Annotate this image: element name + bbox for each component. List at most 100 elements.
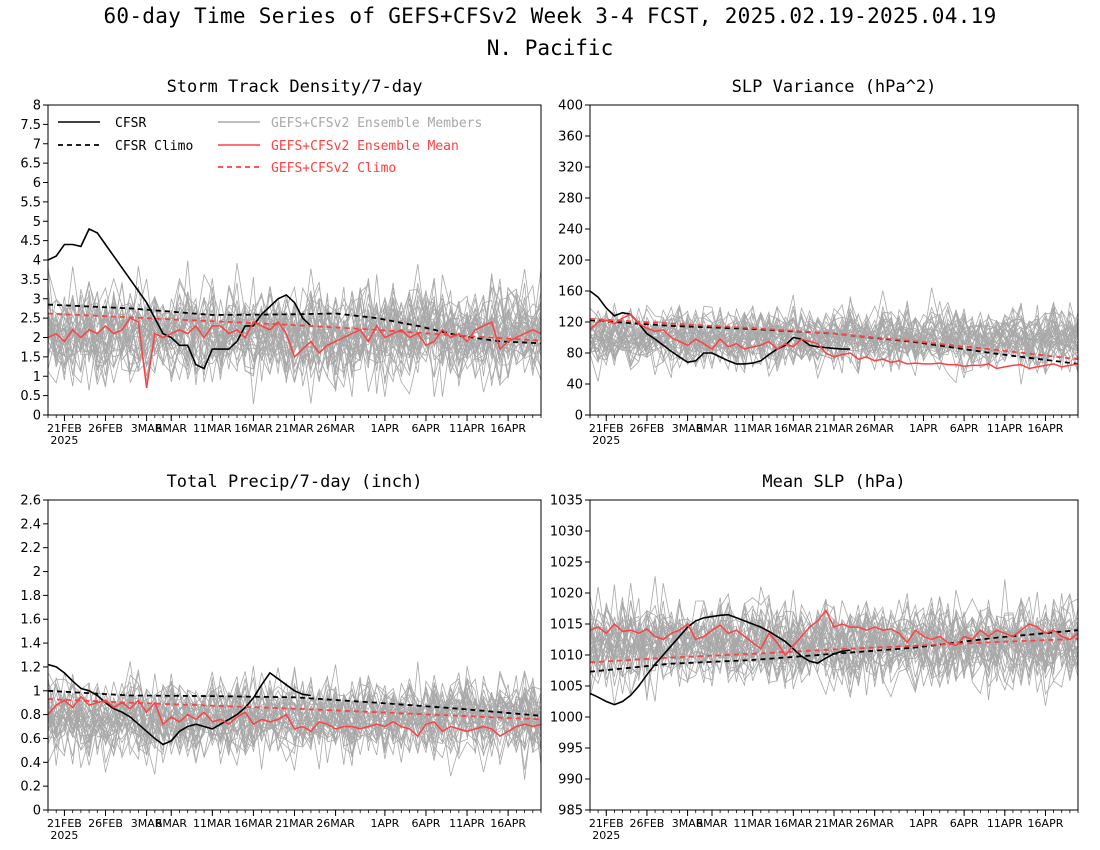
cfsr-line: [590, 613, 851, 706]
x-tick-label: 26FEB: [630, 422, 665, 435]
y-tick-label: 1.4: [20, 637, 41, 652]
x-tick-label: 16APR: [1028, 817, 1064, 830]
y-tick-label: 1.2: [20, 660, 41, 675]
y-tick-label: 1000: [550, 711, 583, 726]
ensemble-member-line: [48, 669, 541, 753]
y-tick-label: 1030: [550, 525, 583, 540]
y-tick-label: 0: [575, 409, 583, 424]
x-tick-label: 11MAR: [733, 817, 772, 830]
ensemble-member-line: [48, 675, 541, 765]
ensemble-mean-line: [48, 695, 541, 738]
y-tick-label: 5.5: [20, 195, 41, 210]
y-tick-label: 1: [33, 370, 41, 385]
x-tick-label: 26FEB: [88, 817, 123, 830]
x-tick-label: 1APR: [909, 817, 938, 830]
x-tick-label: 26FEB: [88, 422, 123, 435]
ensemble-member-line: [48, 684, 541, 780]
ensemble-member-line: [590, 603, 1078, 682]
y-tick-label: 1010: [550, 649, 583, 664]
ensemble-member-line: [48, 676, 541, 756]
ensemble-member-line: [590, 313, 1078, 371]
plot-area: [48, 227, 541, 405]
gefs-climo-line: [590, 638, 1078, 664]
legend-cfsr-climo-label: CFSR Climo: [115, 139, 193, 154]
ensemble-member-line: [48, 295, 541, 379]
x-tick-label: 16APR: [490, 422, 526, 435]
x-tick-label: 11MAR: [193, 422, 232, 435]
cfsr-line: [48, 227, 312, 370]
y-tick-label: 2.6: [20, 494, 41, 509]
legend-members-label: GEFS+CFSv2 Ensemble Members: [271, 116, 482, 131]
ensemble-member-line: [48, 683, 541, 755]
ensemble-member-line: [48, 297, 541, 393]
legend-climo-label: GEFS+CFSv2 Climo: [271, 161, 396, 176]
legend: CFSR CFSR Climo GEFS+CFSv2 Ensemble Member…: [58, 116, 482, 176]
y-tick-label: 3: [33, 292, 41, 307]
y-tick-label: 990: [558, 773, 583, 788]
y-tick-label: 6: [33, 176, 41, 191]
cfsr-climo-line: [590, 629, 1078, 673]
plot-area: [590, 287, 1078, 385]
x-tick-label: 21MAR: [815, 422, 854, 435]
y-tick-label: 0: [33, 804, 41, 819]
x-tick-label: 11APR: [987, 817, 1023, 830]
y-tick-label: 400: [558, 99, 583, 114]
legend-cfsr-label: CFSR: [115, 116, 146, 131]
x-tick-label: 26MAR: [316, 817, 355, 830]
ensemble-member-line: [590, 310, 1078, 376]
x-tick-label: 21MAR: [275, 422, 314, 435]
y-tick-label: 120: [558, 316, 583, 331]
x-tick-label: 6MAR: [696, 817, 728, 830]
x-tick-label: 21FEB: [589, 817, 624, 830]
x-year-label: 2025: [592, 434, 620, 447]
ensemble-member-line: [590, 604, 1078, 688]
ensemble-member-line: [48, 278, 541, 391]
ensemble-member-line: [48, 674, 541, 766]
ensemble-member-line: [48, 274, 541, 383]
y-tick-label: 3.5: [20, 273, 41, 288]
panel-title: SLP Variance (hPa^2): [732, 77, 937, 97]
ensemble-member-line: [48, 681, 541, 777]
x-tick-label: 21FEB: [589, 422, 624, 435]
y-tick-label: 2.5: [20, 312, 41, 327]
y-tick-label: 1020: [550, 587, 583, 602]
x-tick-label: 3MAR: [672, 422, 704, 435]
ensemble-member-line: [48, 661, 541, 755]
y-tick-label: 1005: [550, 680, 583, 695]
y-tick-label: 0.8: [20, 708, 41, 723]
y-tick-label: 4.5: [20, 234, 41, 249]
x-tick-label: 1APR: [370, 422, 399, 435]
y-tick-label: 0.5: [20, 389, 41, 404]
x-tick-label: 6APR: [950, 422, 979, 435]
x-tick-label: 16MAR: [774, 422, 813, 435]
x-tick-label: 21FEB: [47, 817, 82, 830]
ensemble-member-line: [48, 295, 541, 391]
ensemble-mean-line: [590, 313, 1078, 370]
x-tick-label: 6APR: [412, 817, 441, 830]
ensemble-member-line: [590, 309, 1078, 367]
x-tick-label: 11APR: [987, 422, 1023, 435]
gefs-climo-line: [48, 312, 541, 342]
y-tick-label: 160: [558, 285, 583, 300]
x-tick-label: 16MAR: [774, 817, 813, 830]
y-tick-label: 1025: [550, 556, 583, 571]
plot-area: [48, 661, 541, 780]
x-tick-label: 3MAR: [672, 817, 704, 830]
x-tick-label: 11APR: [449, 422, 485, 435]
figure-subtitle-region: N. Pacific: [486, 36, 614, 60]
y-tick-label: 985: [558, 804, 583, 819]
cfsr-line: [48, 663, 312, 746]
ensemble-member-line: [590, 287, 1078, 385]
y-tick-label: 1015: [550, 618, 583, 633]
chart-panel-1: Storm Track Density/7-day 0 0.5 1 1.5 2 2.5 3 3.…: [20, 77, 542, 447]
y-tick-label: 280: [558, 192, 583, 207]
x-tick-label: 21FEB: [47, 422, 82, 435]
y-tick-label: 320: [558, 161, 583, 176]
panel-title: Mean SLP (hPa): [762, 472, 905, 492]
chart-panel-2: SLP Variance (hPa^2) 0 40 80 120 160 200 240 280…: [558, 77, 1079, 447]
y-tick-label: 40: [566, 378, 583, 393]
ensemble-member-line: [48, 278, 541, 397]
ensemble-member-line: [48, 673, 541, 755]
x-tick-label: 11APR: [449, 817, 485, 830]
